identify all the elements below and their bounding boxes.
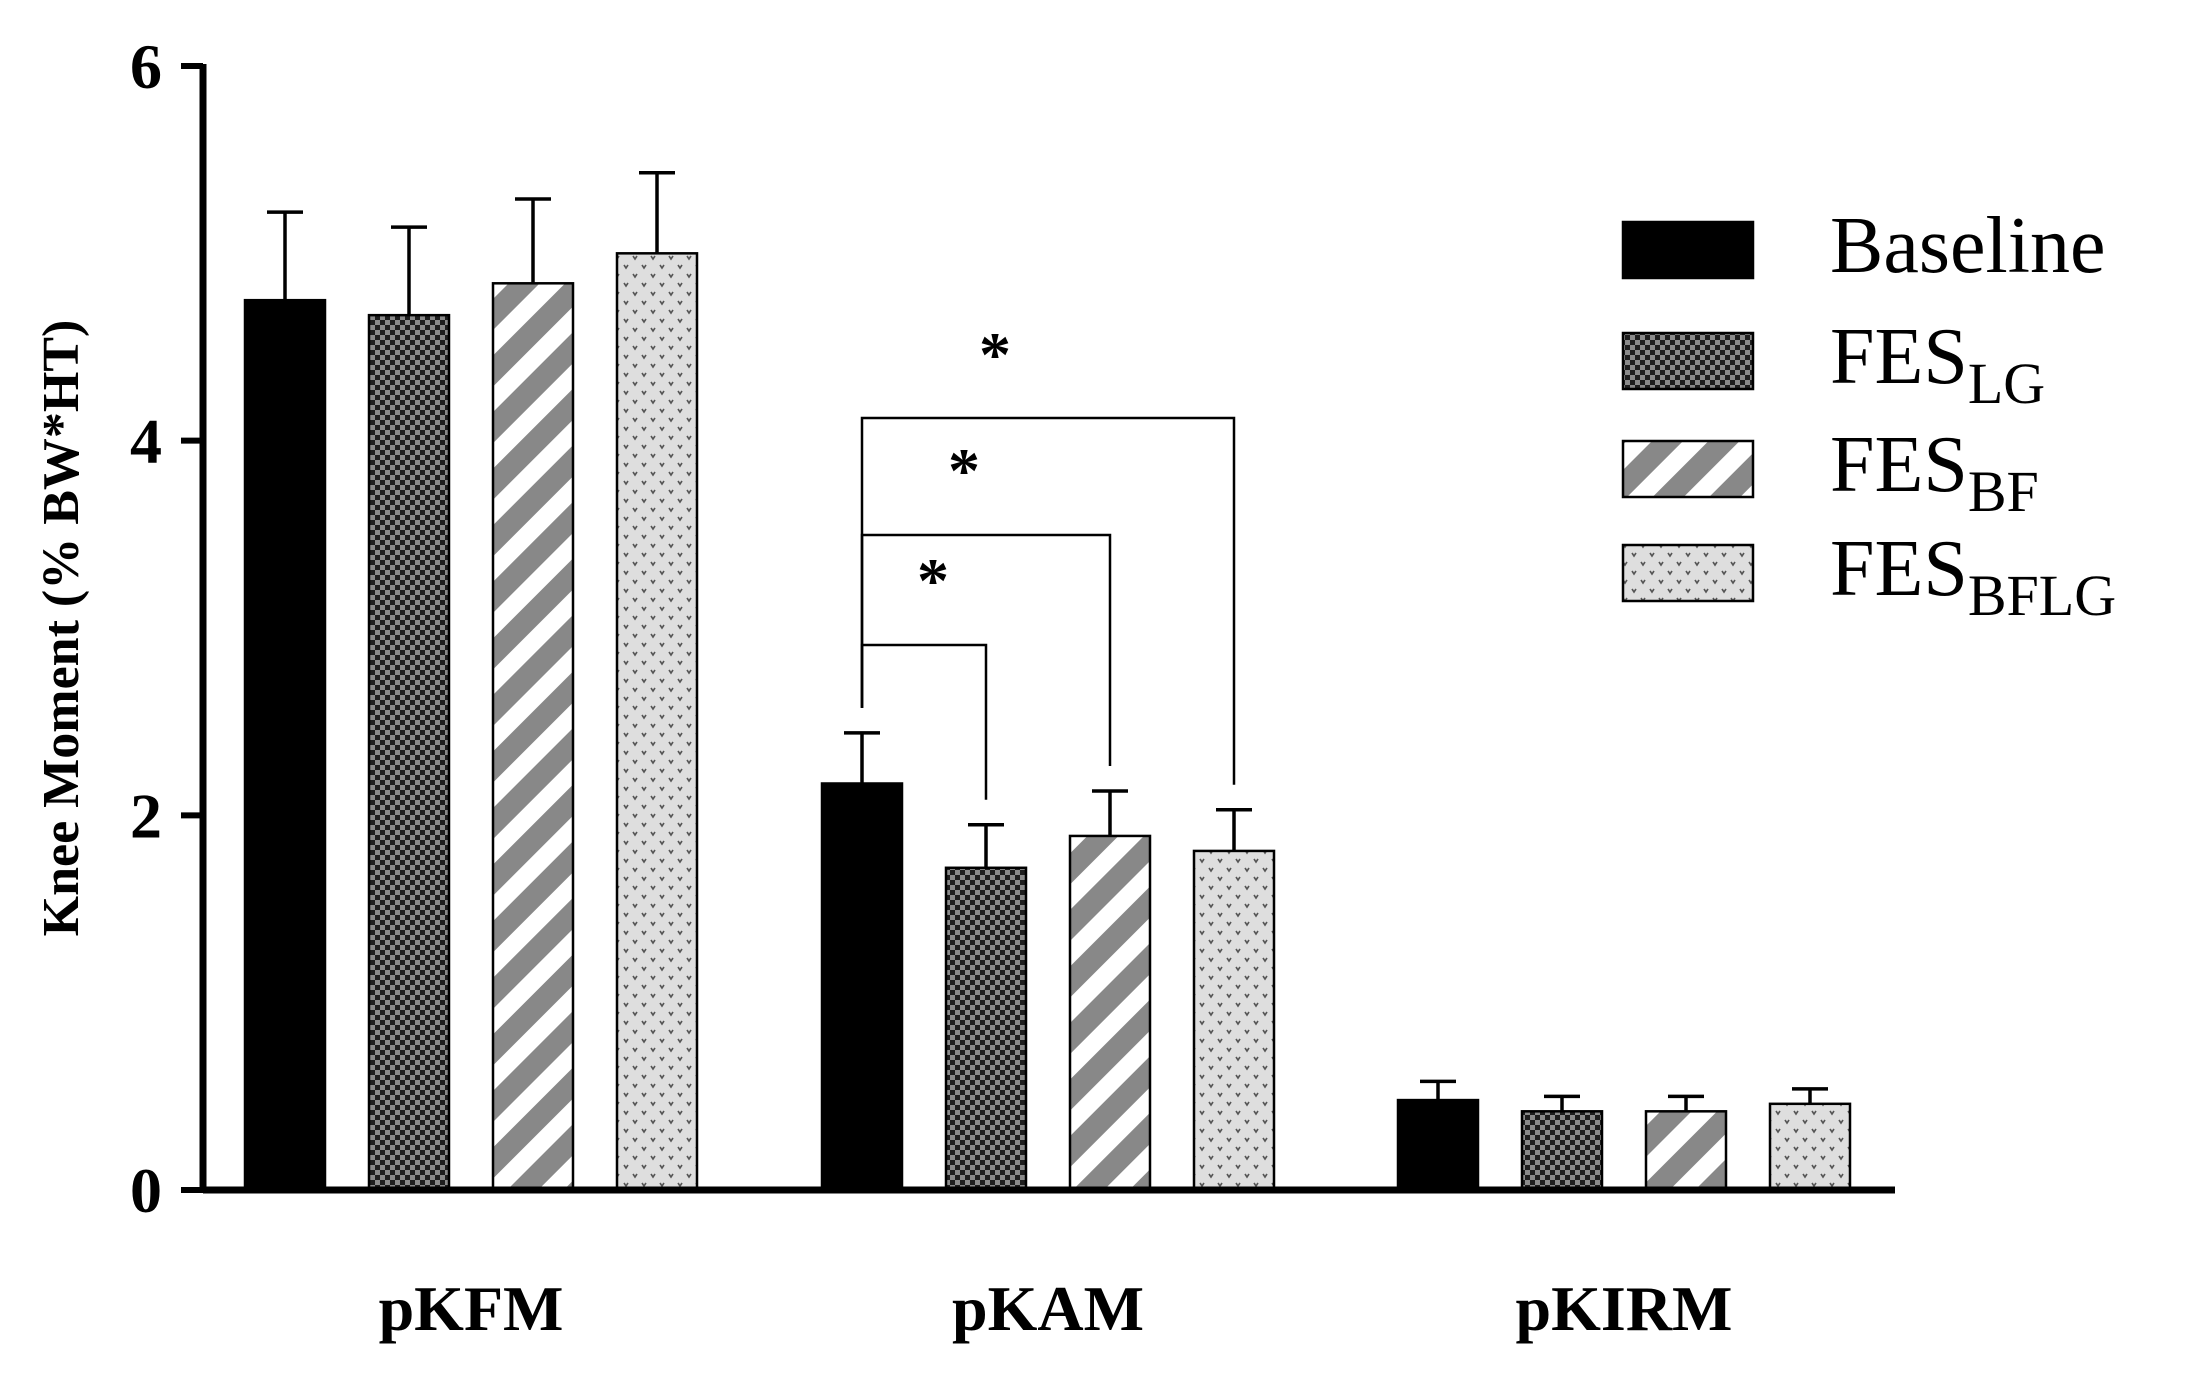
y-tick-label-0: 0	[130, 1155, 162, 1226]
legend-swatch-fes-bflg	[1621, 543, 1755, 603]
bar-pkam-baseline	[820, 782, 904, 1192]
significance-star-2: *	[948, 435, 980, 506]
significance-star-1: *	[917, 545, 949, 616]
x-tick-label-pkfm: pKFM	[379, 1273, 564, 1344]
legend-swatch-baseline	[1621, 220, 1755, 280]
bar-pkirm-baseline	[1396, 1098, 1480, 1192]
bar-pkfm-fes-lg	[367, 313, 451, 1192]
legend-swatch-fes-lg	[1621, 331, 1755, 391]
legend-label-fes-lg: FESLG	[1830, 313, 2045, 416]
significance-bracket-1	[860, 643, 988, 800]
significance-star-3: *	[979, 319, 1011, 390]
bar-pkfm-fes-bf	[491, 282, 575, 1192]
y-tick-label-2: 2	[130, 780, 162, 851]
legend-label-baseline: Baseline	[1830, 202, 2105, 290]
bar-pkirm-fes-bflg	[1768, 1102, 1852, 1192]
y-tick-label-4: 4	[130, 406, 162, 477]
bar-pkam-fes-bflg	[1192, 849, 1276, 1192]
x-tick-label-pkirm: pKIRM	[1516, 1273, 1733, 1344]
y-axis-title: Knee Moment (% BW*HT)	[33, 320, 90, 937]
legend-label-fes-bflg: FESBFLG	[1830, 525, 2116, 628]
bar-pkfm-baseline	[243, 298, 327, 1192]
significance-layer: * * *	[860, 319, 1236, 800]
bar-pkam-fes-lg	[944, 866, 1028, 1192]
axes-layer: 0 2 4 6 pKFM pKAM pKIRM Knee Moment (% BW*HT)	[33, 31, 1895, 1344]
legend-subscript-fes-bflg: BFLG	[1968, 563, 2116, 628]
significance-bracket-3	[860, 416, 1236, 785]
y-tick-label-6: 6	[130, 31, 162, 102]
legend-subscript-fes-lg: LG	[1968, 351, 2045, 416]
bars-layer	[243, 252, 1852, 1192]
bar-pkam-fes-bf	[1068, 834, 1152, 1192]
bar-pkfm-fes-bflg	[615, 252, 699, 1192]
x-tick-label-pkam: pKAM	[952, 1273, 1144, 1344]
legend-label-fes-bf: FESBF	[1830, 421, 2039, 524]
error-bars-layer	[267, 171, 1828, 1112]
bar-pkirm-fes-lg	[1520, 1110, 1604, 1192]
legend-swatch-fes-bf	[1621, 439, 1755, 499]
legend-subscript-fes-bf: BF	[1968, 459, 2039, 524]
bar-pkirm-fes-bf	[1644, 1110, 1728, 1192]
